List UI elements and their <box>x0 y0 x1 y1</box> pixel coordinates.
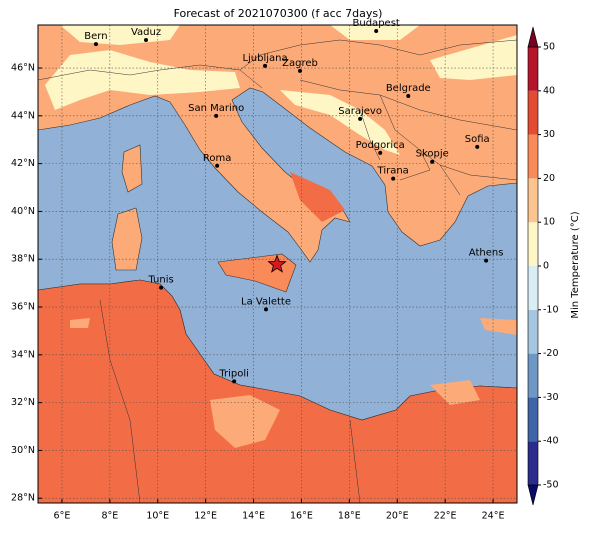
city-marker <box>374 28 379 33</box>
city-marker <box>391 176 396 181</box>
city-marker <box>263 63 268 68</box>
x-tick-label: 12°E <box>194 511 217 522</box>
city-label: Belgrade <box>386 83 431 94</box>
colorbar-band <box>528 178 538 223</box>
city-label: Roma <box>203 153 232 164</box>
borders <box>38 39 517 503</box>
y-tick-label: 36°N <box>11 302 35 313</box>
y-tick-label: 46°N <box>11 63 35 74</box>
city-marker <box>378 150 383 155</box>
city-label: La Valette <box>241 296 291 307</box>
city-label: Tirana <box>377 166 409 177</box>
city-label: Skopje <box>416 149 449 160</box>
colorbar-tick-label: -10 <box>543 304 559 315</box>
city-marker <box>358 116 363 121</box>
city-marker <box>93 42 98 47</box>
colorbar-label: Min Temperature (°C) <box>570 211 581 318</box>
colorbar-band <box>528 441 538 485</box>
city-label: Vaduz <box>131 27 161 38</box>
city-marker <box>406 93 411 98</box>
city-label: Tunis <box>147 275 173 286</box>
city-label: Ljubljana <box>242 53 287 64</box>
colorbar-tick-label: -50 <box>543 480 559 491</box>
y-tick-label: 32°N <box>11 397 35 408</box>
colorbar-band <box>528 309 538 354</box>
y-tick-label: 38°N <box>11 254 35 265</box>
city-marker <box>298 68 303 73</box>
y-tick-label: 28°N <box>11 493 35 504</box>
city-label: Bern <box>84 31 107 42</box>
city-marker <box>159 285 164 290</box>
colorbar-band <box>528 47 538 91</box>
x-tick-label: 16°E <box>290 511 313 522</box>
colorbar-tick-label: 50 <box>543 42 555 53</box>
city-marker <box>144 38 149 43</box>
city-label: Podgorica <box>356 140 405 151</box>
x-tick-label: 14°E <box>242 511 265 522</box>
colorbar-band <box>528 266 538 310</box>
city-label: Sarajevo <box>338 106 382 117</box>
y-tick-label: 34°N <box>11 349 35 360</box>
city-marker <box>484 258 489 263</box>
colorbar-band <box>528 397 538 442</box>
colorbar-extend-top <box>527 26 539 48</box>
city-marker <box>214 113 219 118</box>
city-marker <box>232 379 237 384</box>
map-title: Forecast of 2021070300 (f acc 7days) <box>174 7 383 20</box>
colorbar-tick-label: 10 <box>543 217 555 228</box>
city-label: San Marino <box>188 103 244 114</box>
colorbar-band <box>528 222 538 266</box>
map-frame <box>37 24 518 504</box>
cool-zone <box>45 25 517 155</box>
city-marker <box>430 159 435 164</box>
city-marker <box>215 163 220 168</box>
y-tick-label: 30°N <box>11 445 35 456</box>
hot-zone <box>38 279 517 503</box>
colorbar-tick-label: -30 <box>543 392 559 403</box>
x-tick-label: 8°E <box>101 511 118 522</box>
colorbar-tick-label: 30 <box>543 129 555 140</box>
colorbar-tick-label: -40 <box>543 436 559 447</box>
y-tick-label: 44°N <box>11 110 35 121</box>
colorbar-tick-label: 40 <box>543 85 555 96</box>
city-marker <box>475 144 480 149</box>
city-label: Athens <box>469 248 504 259</box>
colorbar-tick-label: 0 <box>543 261 549 272</box>
sardinia <box>111 207 143 271</box>
colorbar-tick-label: 20 <box>543 173 555 184</box>
x-tick-label: 10°E <box>146 511 169 522</box>
event-star <box>267 254 287 273</box>
city-label: Tripoli <box>218 368 249 379</box>
y-tick-label: 42°N <box>11 158 35 169</box>
city-marker <box>264 307 269 312</box>
colorbar-extend-bottom <box>527 484 539 506</box>
city-label: Zagreb <box>282 58 318 69</box>
y-tick-label: 40°N <box>11 206 35 217</box>
colorbar-band <box>528 353 538 398</box>
x-tick-label: 22°E <box>434 511 457 522</box>
colorbar-band <box>528 90 538 135</box>
x-tick-label: 18°E <box>338 511 361 522</box>
corsica <box>121 144 143 193</box>
city-label: Sofia <box>465 134 490 145</box>
calabria-warm <box>290 172 345 222</box>
colorbar-band <box>528 134 538 179</box>
city-label: Budapest <box>353 18 400 29</box>
colorbar-tick-label: -20 <box>543 348 559 359</box>
x-tick-label: 24°E <box>482 511 505 522</box>
x-tick-label: 20°E <box>386 511 409 522</box>
x-tick-label: 6°E <box>54 511 71 522</box>
